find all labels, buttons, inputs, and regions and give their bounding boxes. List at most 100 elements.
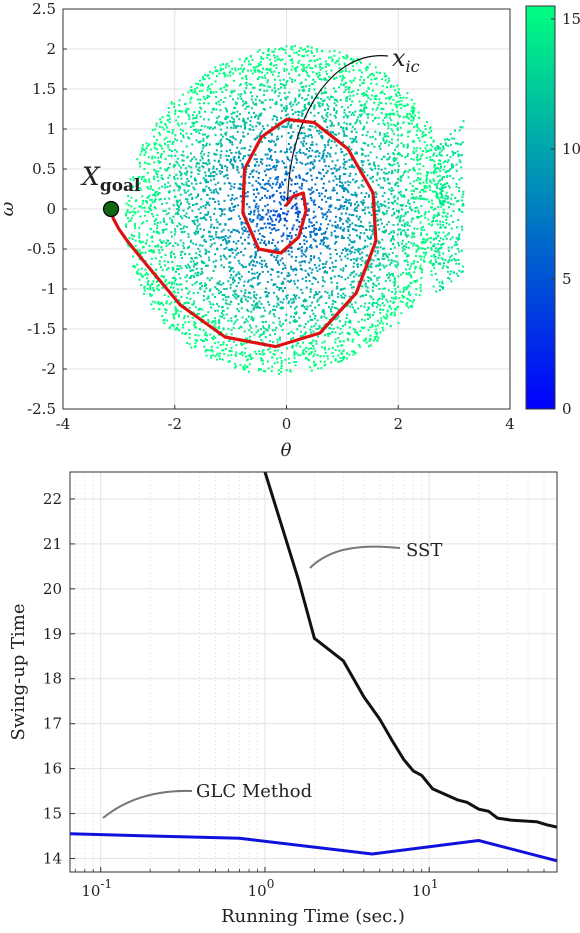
scatter-point bbox=[349, 301, 352, 304]
scatter-point bbox=[409, 273, 412, 276]
scatter-point bbox=[239, 152, 242, 155]
scatter-point bbox=[213, 159, 216, 162]
scatter-point bbox=[228, 261, 231, 264]
scatter-point bbox=[342, 229, 345, 232]
scatter-point bbox=[387, 206, 390, 209]
scatter-point bbox=[207, 211, 210, 214]
scatter-point bbox=[336, 317, 339, 320]
scatter-point bbox=[400, 231, 402, 234]
scatter-point bbox=[230, 317, 233, 320]
scatter-point bbox=[310, 155, 313, 158]
scatter-point bbox=[206, 339, 208, 342]
scatter-point bbox=[250, 69, 253, 72]
scatter-point bbox=[168, 114, 170, 117]
scatter-point bbox=[394, 288, 397, 291]
scatter-point bbox=[193, 129, 196, 131]
scatter-point bbox=[280, 282, 283, 285]
scatter-point bbox=[261, 235, 264, 237]
scatter-point bbox=[198, 169, 201, 172]
scatter-point bbox=[330, 123, 333, 126]
scatter-point bbox=[335, 133, 338, 136]
scatter-point bbox=[219, 64, 222, 67]
scatter-point bbox=[313, 353, 316, 356]
scatter-point bbox=[220, 264, 223, 267]
scatter-point bbox=[413, 242, 416, 245]
scatter-point bbox=[257, 369, 260, 372]
scatter-point bbox=[252, 308, 255, 311]
scatter-point bbox=[386, 322, 388, 325]
scatter-point bbox=[354, 203, 356, 206]
scatter-point bbox=[219, 188, 222, 191]
scatter-point bbox=[198, 112, 201, 114]
scatter-point bbox=[170, 286, 172, 289]
scatter-point bbox=[381, 257, 384, 260]
scatter-point bbox=[388, 188, 391, 191]
scatter-point bbox=[218, 170, 221, 173]
scatter-point bbox=[388, 79, 391, 82]
scatter-point bbox=[385, 212, 388, 215]
scatter-point bbox=[364, 93, 367, 96]
scatter-point bbox=[302, 353, 305, 355]
scatter-point bbox=[261, 270, 264, 273]
scatter-point bbox=[146, 186, 149, 188]
scatter-point bbox=[383, 177, 386, 180]
scatter-point bbox=[381, 222, 383, 225]
scatter-point bbox=[333, 300, 336, 303]
scatter-point bbox=[242, 366, 245, 369]
scatter-point bbox=[210, 90, 212, 93]
scatter-point bbox=[215, 149, 218, 152]
scatter-point bbox=[245, 337, 247, 340]
scatter-point bbox=[248, 165, 250, 167]
scatter-point bbox=[321, 135, 324, 138]
scatter-point bbox=[311, 309, 314, 312]
scatter-point bbox=[383, 231, 386, 234]
scatter-point bbox=[367, 290, 370, 293]
scatter-point bbox=[214, 253, 217, 256]
scatter-point bbox=[250, 310, 253, 313]
scatter-point bbox=[314, 322, 317, 325]
scatter-point bbox=[431, 224, 434, 227]
scatter-point bbox=[210, 83, 213, 86]
scatter-point bbox=[377, 303, 380, 306]
scatter-point bbox=[348, 175, 351, 177]
scatter-point bbox=[306, 74, 309, 77]
scatter-point bbox=[263, 352, 266, 355]
scatter-point bbox=[227, 360, 230, 363]
scatter-point bbox=[251, 304, 254, 306]
scatter-point bbox=[188, 118, 191, 121]
scatter-point bbox=[176, 177, 179, 180]
scatter-point bbox=[390, 95, 393, 98]
scatter-point bbox=[354, 194, 357, 196]
scatter-point bbox=[303, 242, 306, 245]
scatter-point bbox=[174, 306, 177, 309]
scatter-point bbox=[406, 261, 409, 264]
scatter-point bbox=[358, 100, 361, 103]
scatter-point bbox=[144, 161, 146, 164]
scatter-point bbox=[187, 108, 190, 111]
scatter-point bbox=[385, 74, 388, 77]
scatter-point bbox=[154, 128, 157, 131]
scatter-point bbox=[367, 206, 370, 209]
scatter-point bbox=[179, 277, 182, 280]
scatter-point bbox=[219, 291, 222, 294]
scatter-point bbox=[325, 317, 328, 320]
scatter-point bbox=[344, 323, 347, 326]
scatter-point bbox=[328, 306, 330, 309]
scatter-point bbox=[143, 287, 146, 289]
scatter-point bbox=[268, 98, 271, 101]
scatter-point bbox=[357, 274, 360, 277]
scatter-point bbox=[244, 238, 246, 241]
scatter-point bbox=[324, 290, 327, 293]
scatter-point bbox=[202, 234, 205, 237]
scatter-point bbox=[229, 360, 231, 363]
scatter-point bbox=[218, 292, 221, 295]
scatter-point bbox=[336, 159, 339, 162]
scatter-point bbox=[248, 128, 251, 131]
scatter-point bbox=[143, 292, 145, 295]
scatter-point bbox=[275, 161, 278, 164]
scatter-point bbox=[241, 164, 244, 167]
scatter-point bbox=[381, 322, 384, 325]
scatter-point bbox=[308, 342, 311, 345]
scatter-point bbox=[220, 331, 223, 333]
scatter-point bbox=[205, 314, 208, 316]
